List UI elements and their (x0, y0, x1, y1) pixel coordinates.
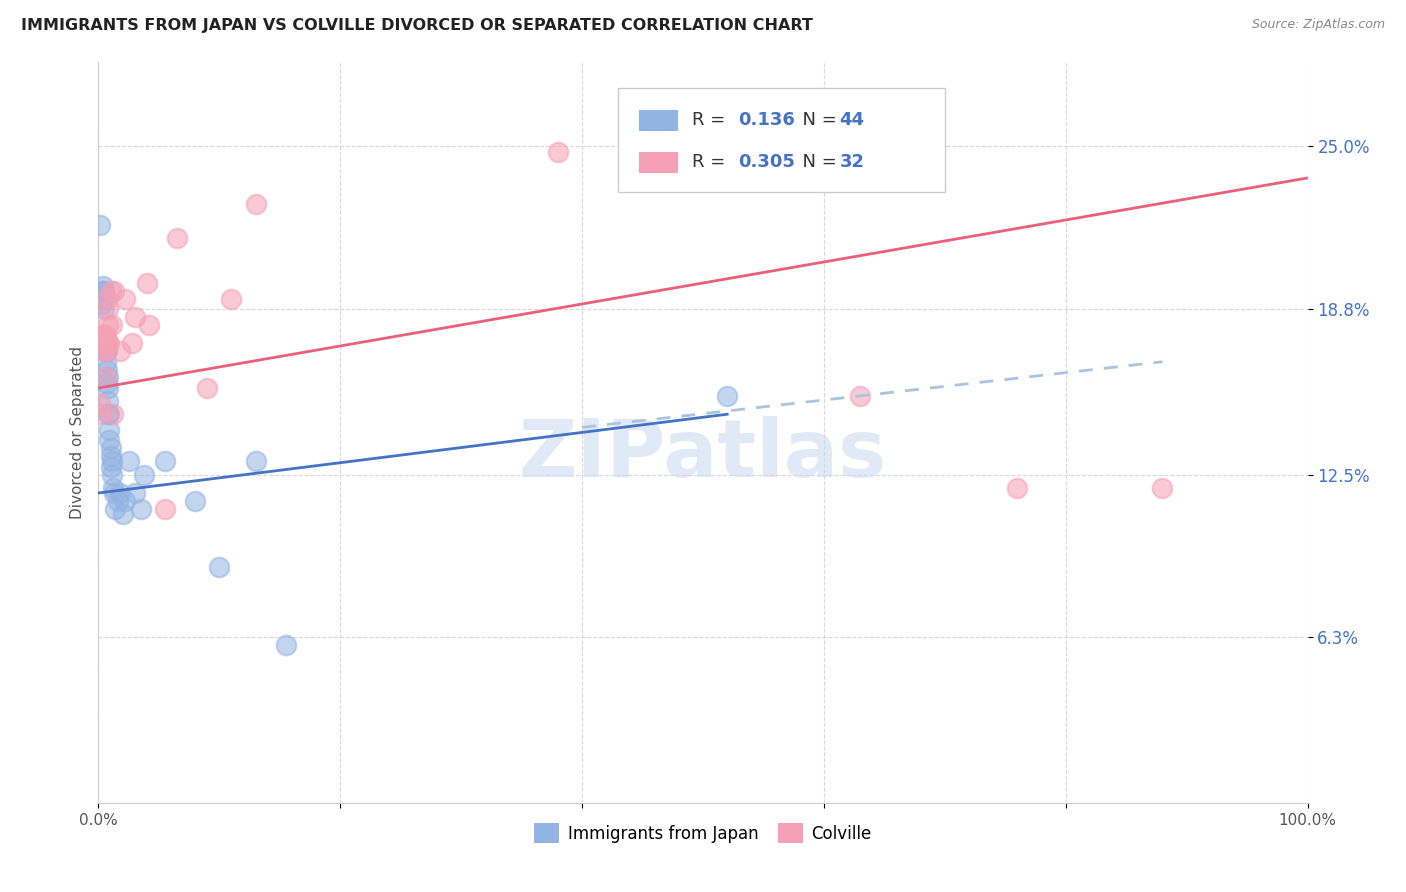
Point (98, 336, 121, 351)
Point (94, 344, 117, 359)
Point (100, 454, 122, 468)
FancyBboxPatch shape (638, 110, 678, 130)
Point (93, 302, 115, 317)
Point (98, 407, 121, 421)
Point (93, 328, 115, 343)
Point (97, 302, 120, 317)
Point (100, 467, 122, 482)
Y-axis label: Divorced or Separated: Divorced or Separated (69, 346, 84, 519)
Point (91, 284, 114, 298)
Point (166, 231, 188, 245)
Point (100, 442, 122, 456)
Point (103, 486, 125, 500)
Point (97, 381, 120, 395)
Point (96, 344, 118, 359)
Point (97, 318, 120, 332)
Point (195, 381, 218, 395)
Point (114, 292, 136, 306)
Point (93, 284, 115, 298)
Point (716, 389, 738, 403)
Point (94, 336, 117, 351)
Point (100, 284, 122, 298)
Point (98, 423, 121, 437)
Point (96, 376, 118, 390)
Point (94, 355, 117, 369)
Text: IMMIGRANTS FROM JAPAN VS COLVILLE DIVORCED OR SEPARATED CORRELATION CHART: IMMIGRANTS FROM JAPAN VS COLVILLE DIVORC… (21, 18, 813, 33)
Point (108, 486, 131, 500)
Point (89, 397, 111, 411)
Text: 32: 32 (839, 153, 865, 171)
Point (94, 370, 117, 384)
Point (134, 467, 156, 482)
Point (103, 284, 125, 298)
FancyBboxPatch shape (638, 152, 678, 173)
Point (547, 145, 569, 159)
Point (93, 336, 115, 351)
Point (91, 297, 114, 311)
Point (96, 362, 118, 376)
Point (129, 501, 152, 516)
Point (97, 394, 120, 409)
Point (89, 218, 111, 232)
Point (184, 494, 207, 508)
Point (114, 494, 136, 508)
Text: N =: N = (792, 153, 842, 171)
Text: 0.305: 0.305 (738, 153, 794, 171)
Text: Source: ZipAtlas.com: Source: ZipAtlas.com (1251, 18, 1385, 31)
Point (96, 292, 118, 306)
Legend: Immigrants from Japan, Colville: Immigrants from Japan, Colville (527, 816, 879, 850)
Text: R =: R = (692, 153, 731, 171)
Point (118, 454, 141, 468)
Point (101, 481, 124, 495)
Point (1152, 481, 1174, 495)
Point (94, 344, 117, 359)
Point (97, 407, 120, 421)
Point (91, 336, 114, 351)
Point (111, 507, 134, 521)
Point (208, 559, 231, 574)
Point (245, 454, 267, 468)
Text: N =: N = (792, 112, 842, 129)
Point (1007, 481, 1029, 495)
Point (121, 336, 143, 351)
Point (101, 407, 124, 421)
Point (124, 310, 146, 324)
Point (98, 434, 121, 448)
Point (91, 328, 114, 343)
Point (153, 454, 176, 468)
Point (89, 407, 111, 421)
Point (104, 501, 127, 516)
Text: ZIPatlas: ZIPatlas (519, 416, 887, 494)
Text: 0.136: 0.136 (738, 112, 794, 129)
Point (91, 284, 114, 298)
Point (107, 494, 129, 508)
Point (108, 344, 131, 359)
Point (100, 459, 122, 474)
Point (100, 449, 122, 463)
Point (93, 292, 115, 306)
Point (153, 501, 176, 516)
Point (91, 278, 114, 293)
Text: R =: R = (692, 112, 731, 129)
FancyBboxPatch shape (619, 88, 945, 192)
Point (97, 370, 120, 384)
Point (274, 638, 297, 652)
Point (100, 318, 122, 332)
Point (245, 197, 267, 211)
Point (94, 328, 117, 343)
Point (97, 336, 120, 351)
Text: 44: 44 (839, 112, 865, 129)
Point (138, 318, 160, 332)
Point (124, 486, 146, 500)
Point (849, 389, 872, 403)
Point (221, 292, 243, 306)
Point (135, 276, 157, 290)
Point (93, 344, 115, 359)
